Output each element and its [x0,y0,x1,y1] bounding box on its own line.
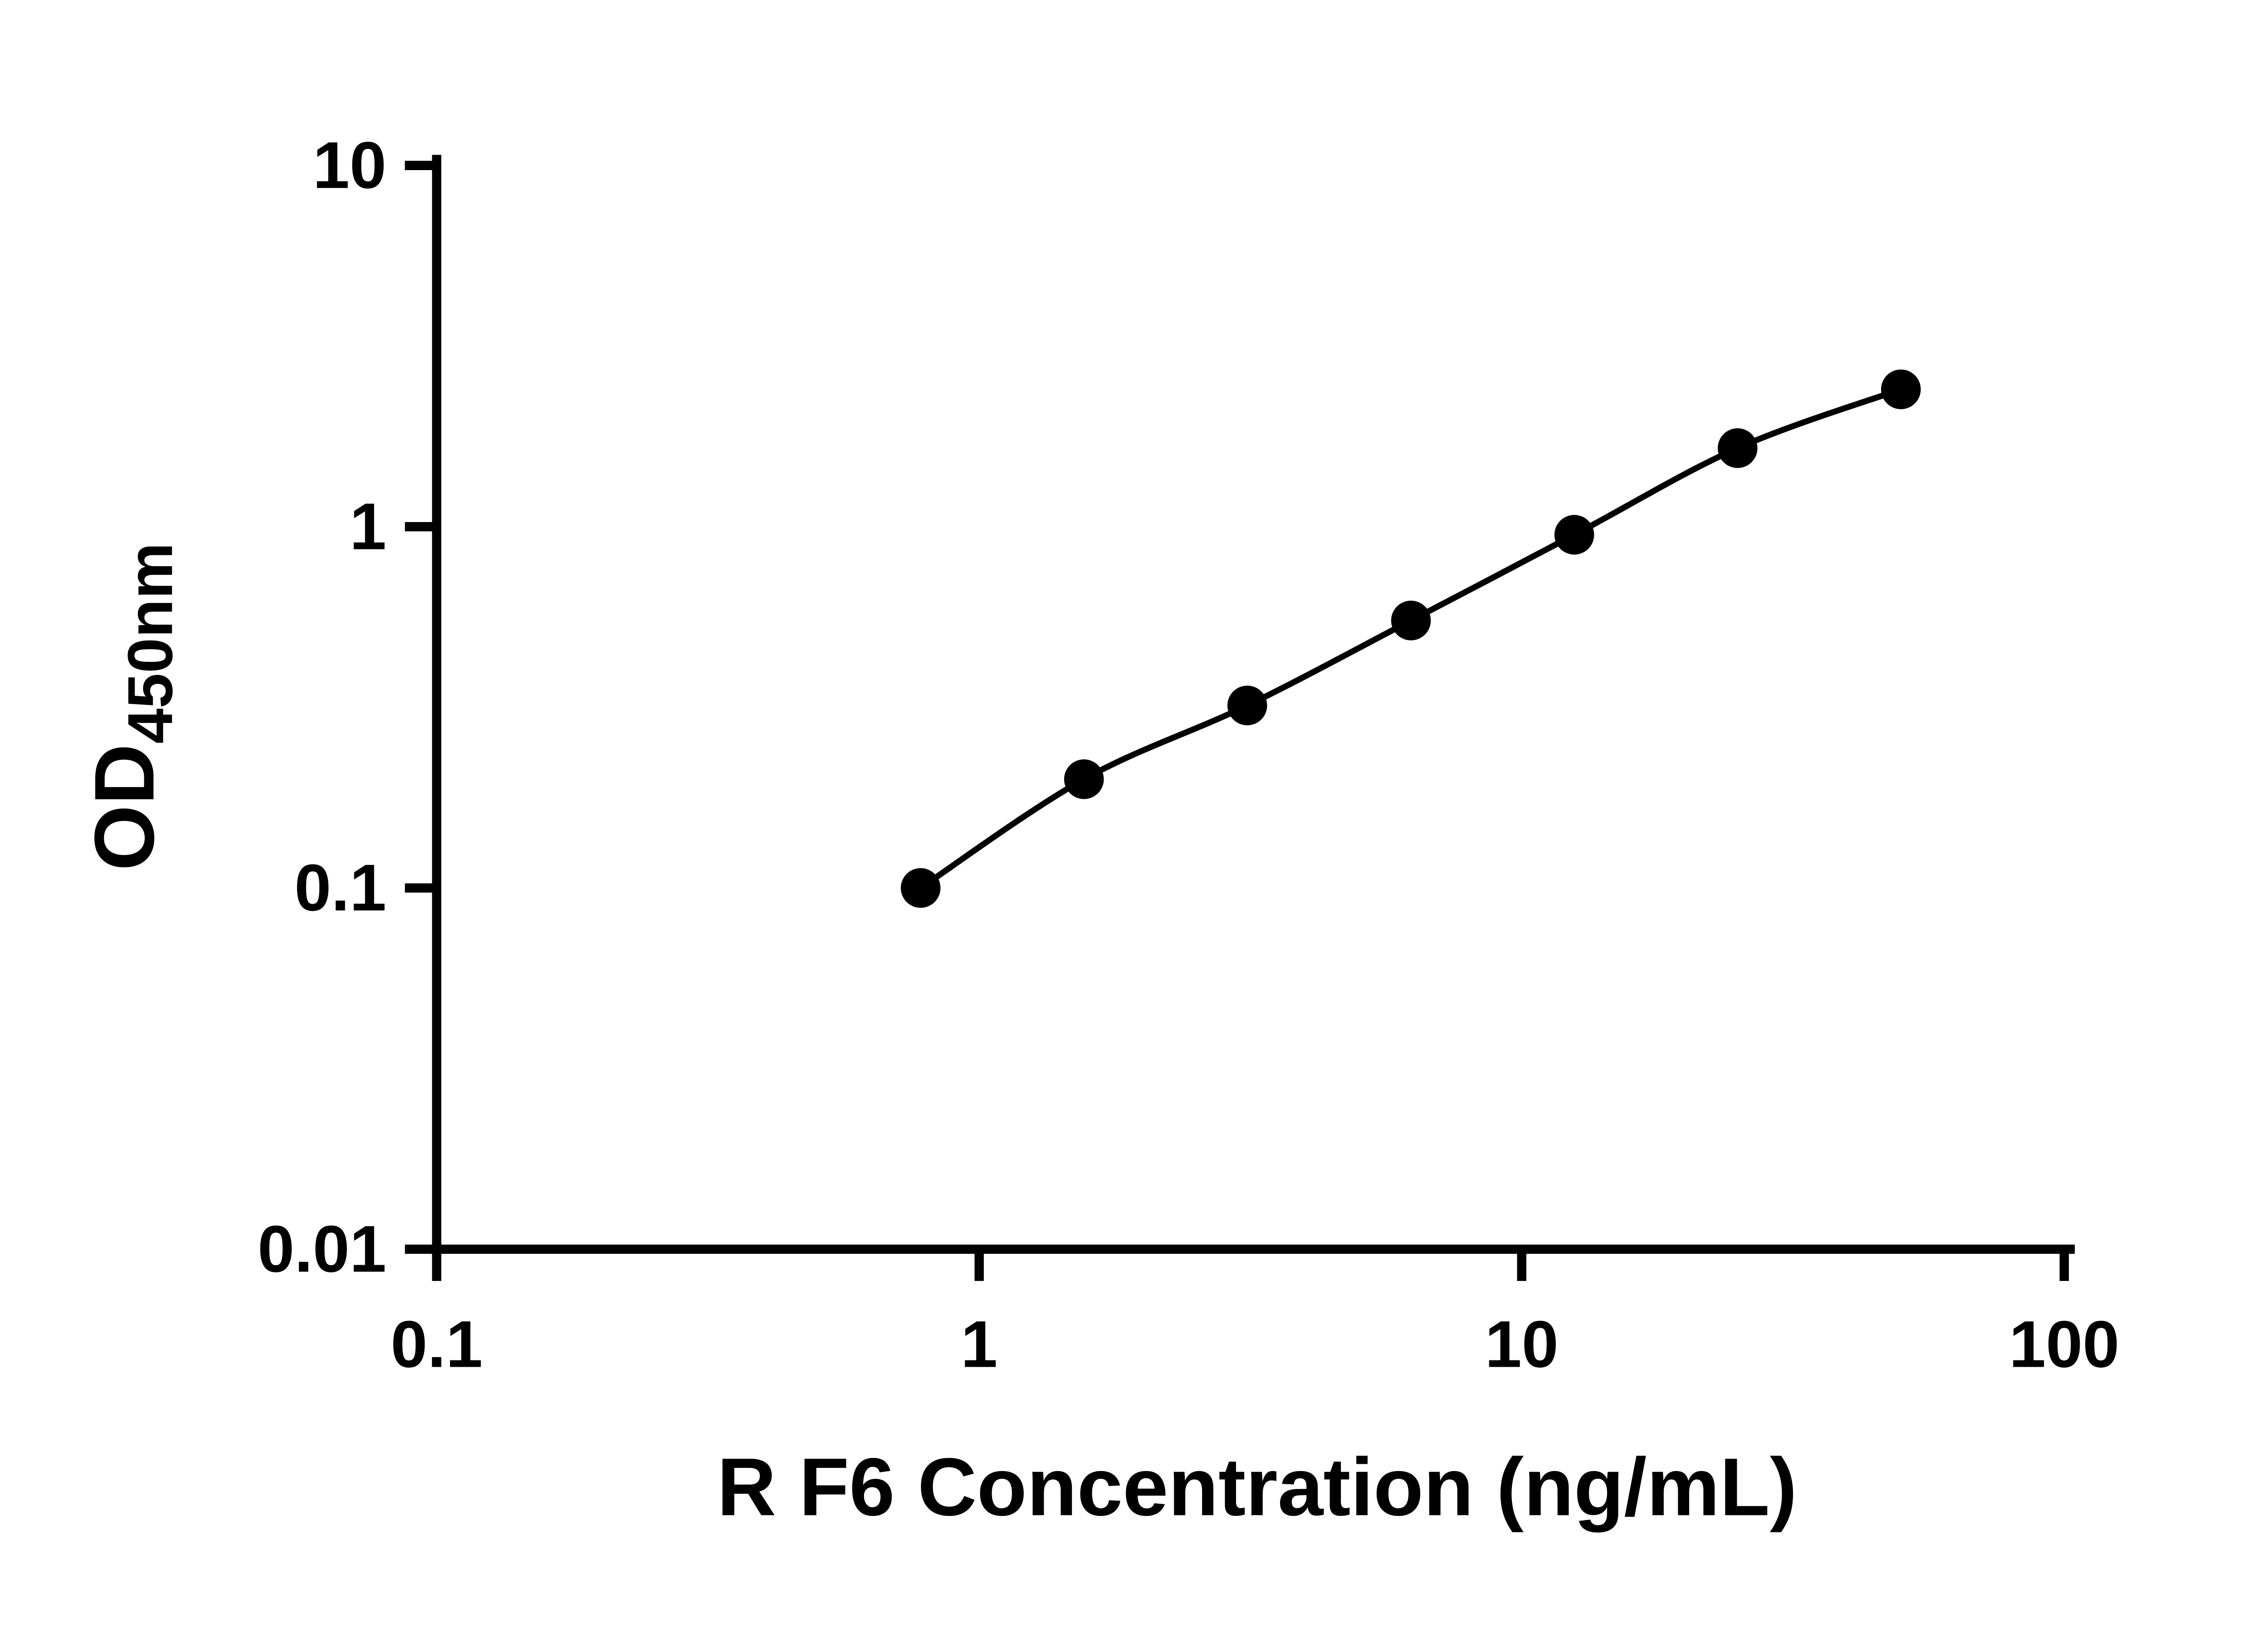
x-axis-tick-label: 100 [2009,1307,2119,1381]
data-point-marker [1227,685,1267,725]
y-axis-tick-label: 10 [313,128,386,202]
data-point-marker [1717,428,1758,468]
y-axis-title: OD450nm [77,543,186,871]
data-point-marker [1391,601,1431,640]
data-point-marker [1881,369,1921,410]
y-axis-tick-label: 0.01 [258,1212,386,1286]
y-axis-title-main: OD [77,744,171,871]
data-point-marker [1554,515,1594,555]
y-axis-tick-label: 1 [350,489,386,563]
y-axis-tick-label: 0.1 [294,851,386,924]
x-axis-tick-label: 10 [1485,1307,1559,1381]
x-axis-title: R F6 Concentration (ng/mL) [717,1441,1797,1533]
x-axis-tick-label: 0.1 [391,1307,483,1381]
y-axis-title-subscript: 450nm [114,543,186,744]
data-point-marker [1064,759,1104,799]
data-point-marker [900,868,941,908]
x-axis-tick-label: 1 [961,1307,997,1381]
